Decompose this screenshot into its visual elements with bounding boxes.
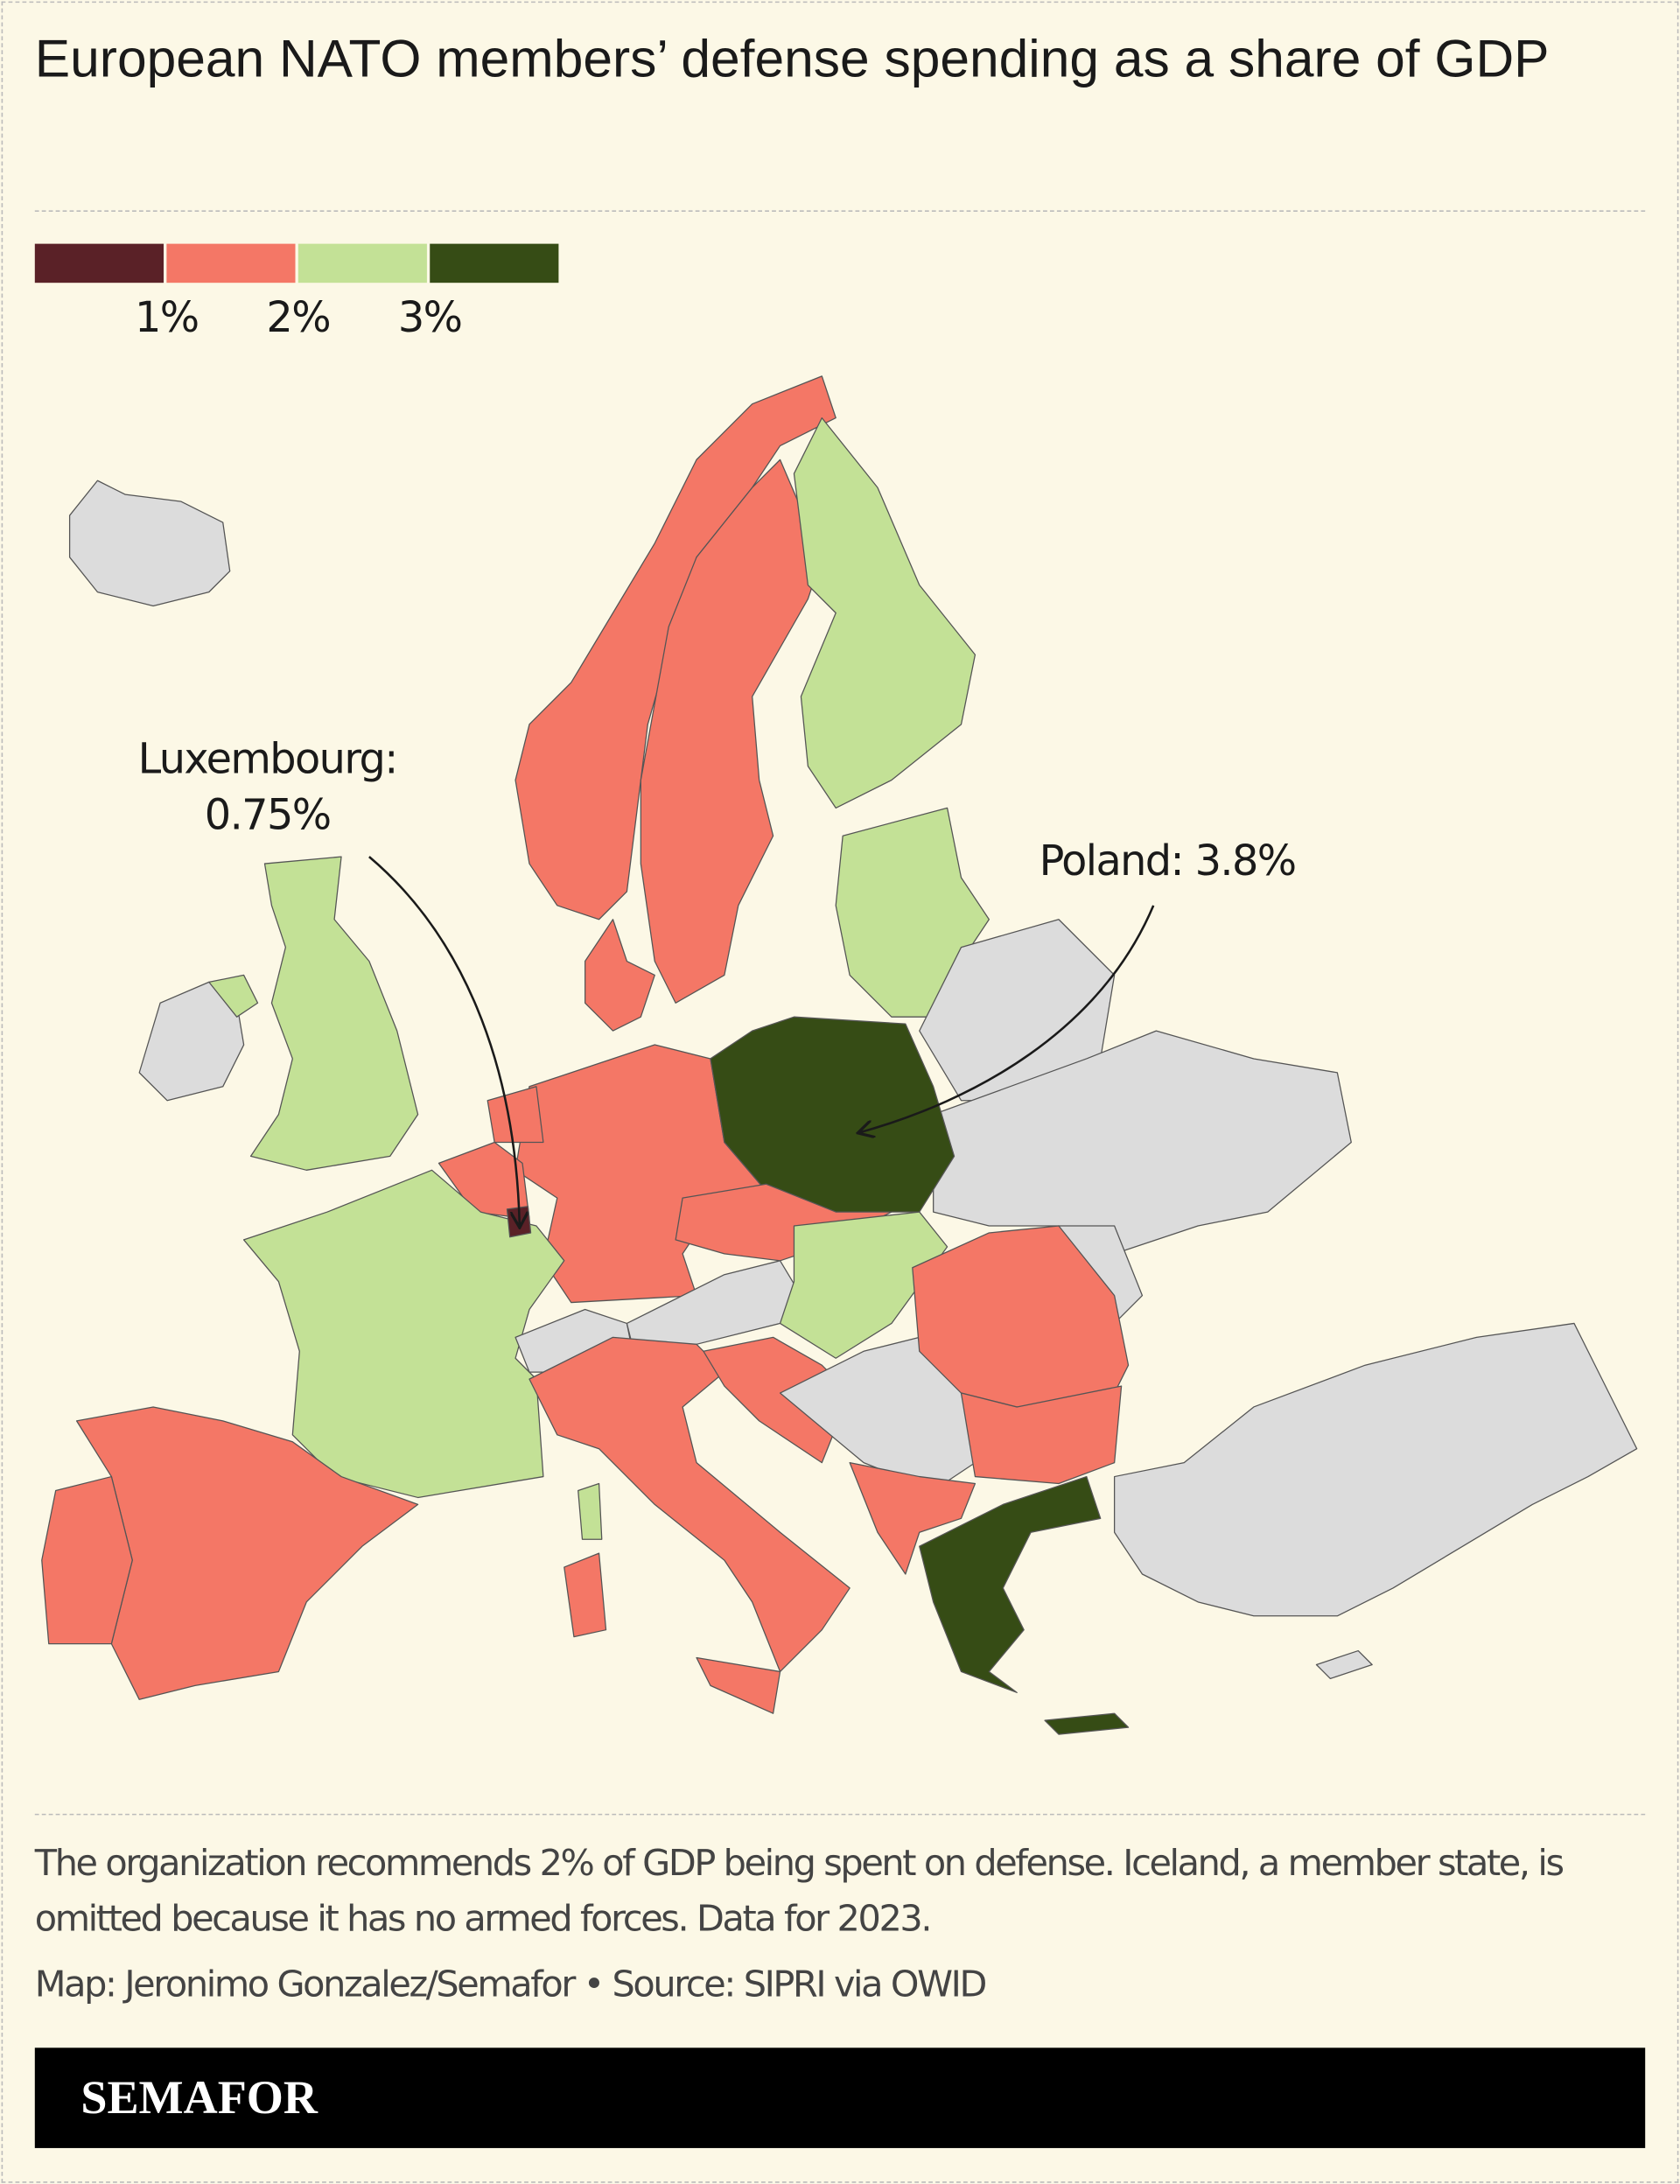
countries (41, 375, 1638, 1735)
brand: SEMAFOR (80, 2072, 318, 2124)
annotation: Luxembourg: (138, 736, 397, 784)
legend-swatch (166, 243, 296, 284)
country (640, 458, 822, 1004)
country (960, 1385, 1123, 1485)
footnote: The organization recommends 2% of GDP be… (34, 1843, 1564, 1941)
brand-bar: SEMAFOR (34, 2048, 1646, 2148)
country (514, 375, 836, 920)
legend-tick-label: 3% (398, 294, 462, 342)
legend-swatch (298, 243, 427, 284)
annotation-arrow (368, 856, 520, 1226)
legend: 1% 2% 3% (34, 243, 559, 342)
country (486, 1086, 544, 1144)
country (1113, 1322, 1638, 1617)
legend-swatch (430, 243, 559, 284)
country (578, 1482, 603, 1540)
country (696, 1656, 781, 1714)
country (710, 1016, 956, 1213)
legend-swatch (34, 243, 164, 284)
country (933, 1030, 1352, 1255)
divider (34, 210, 1646, 212)
annotation-value: 3.8% (1195, 837, 1296, 886)
country (1044, 1712, 1130, 1735)
credit: Map: Jeronimo Gonzalez/Semafor • Source:… (34, 1964, 988, 2006)
chart-title: European NATO members’ defense spending … (34, 31, 1550, 89)
country (564, 1552, 607, 1638)
country (1315, 1649, 1373, 1680)
annotation-label: Poland: (1040, 837, 1183, 886)
annotation: Poland: 3.8% (1040, 837, 1296, 886)
annotation-value: 0.75% (205, 791, 331, 839)
country (779, 1211, 948, 1359)
country (912, 1225, 1130, 1408)
divider (34, 1813, 1646, 1816)
country (41, 1475, 133, 1645)
legend-tick-label: 2% (266, 294, 330, 342)
country (68, 480, 231, 607)
country (584, 919, 655, 1032)
country (919, 1475, 1102, 1693)
annotation-arrow (859, 905, 1155, 1133)
country (249, 856, 419, 1171)
country (793, 416, 976, 809)
legend-tick-label: 1% (135, 294, 199, 342)
country (138, 981, 245, 1102)
country (849, 1462, 976, 1575)
country (208, 974, 259, 1018)
